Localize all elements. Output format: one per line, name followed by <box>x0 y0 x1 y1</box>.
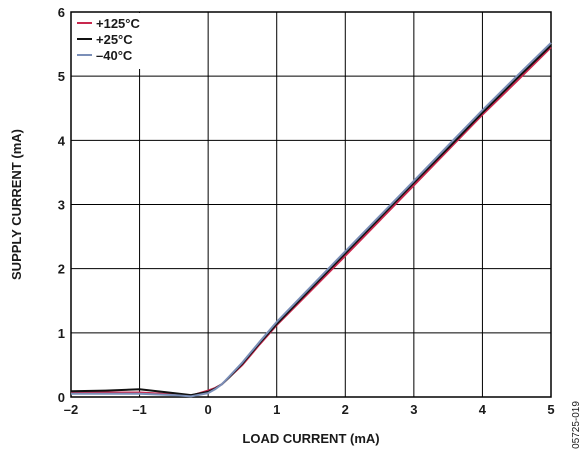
series-line <box>71 42 552 398</box>
x-tick-label: 4 <box>479 402 487 417</box>
x-axis-title: LOAD CURRENT (mA) <box>242 431 379 446</box>
plot-frame <box>70 11 552 398</box>
x-tick-label: 2 <box>342 402 349 417</box>
series-line <box>71 46 552 397</box>
x-tick-label: –1 <box>132 402 146 417</box>
y-axis-title: SUPPLY CURRENT (mA) <box>9 129 24 280</box>
series-line <box>70 44 552 397</box>
legend: +125°C+25°C–40°C <box>72 13 155 69</box>
y-tick-label: 6 <box>58 5 65 20</box>
x-tick-label: –2 <box>64 402 78 417</box>
figure-code: 05725-019 <box>571 401 582 449</box>
y-tick-label: 3 <box>58 198 65 213</box>
y-tick-label: 4 <box>58 133 66 148</box>
y-tick-label: 1 <box>58 326 65 341</box>
legend-label: +125°C <box>96 16 140 31</box>
legend-label: +25°C <box>96 32 133 47</box>
x-tick-label: 1 <box>273 402 280 417</box>
x-tick-label: 5 <box>547 402 554 417</box>
series-layer <box>70 42 552 398</box>
y-tick-label: 5 <box>58 69 65 84</box>
x-tick-label: 0 <box>205 402 212 417</box>
grid-lines <box>70 11 552 398</box>
x-tick-label: 3 <box>410 402 417 417</box>
x-axis-ticks: –2 –1 0 1 2 3 4 5 <box>64 402 555 417</box>
y-axis-ticks: 0 1 2 3 4 5 6 <box>58 5 66 405</box>
y-tick-label: 2 <box>58 262 65 277</box>
y-tick-label: 0 <box>58 390 65 405</box>
legend-label: –40°C <box>96 48 133 63</box>
